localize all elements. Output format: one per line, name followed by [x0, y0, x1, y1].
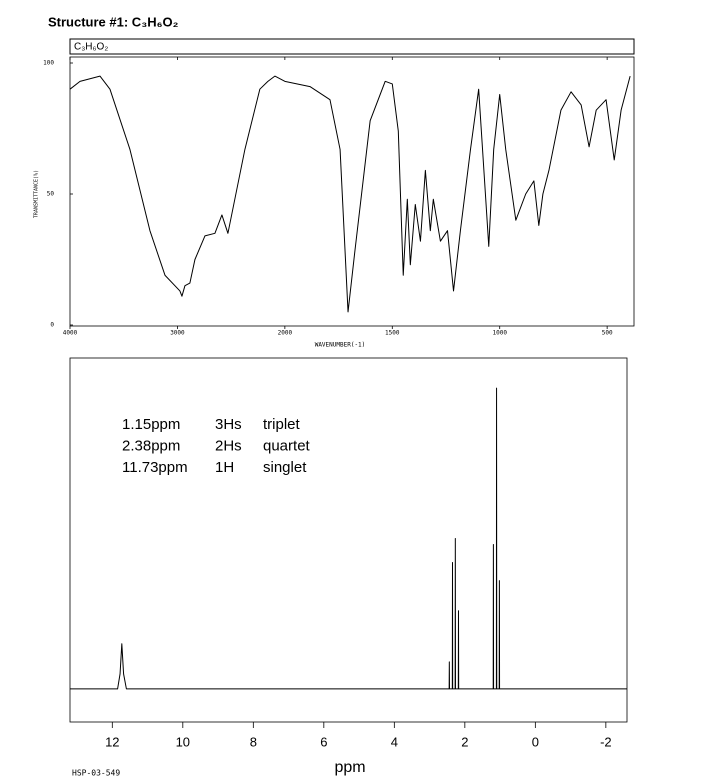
peak-annotation: quartet [263, 437, 311, 454]
peak-annotation: 2Hs [215, 437, 242, 454]
formula: C₃H₆O₂ [74, 42, 108, 53]
x-tick-label: 4000 [63, 330, 78, 337]
x-tick-label: 10 [176, 734, 190, 749]
peak-annotation: singlet [263, 459, 307, 476]
x-tick-label: -2 [600, 734, 612, 749]
y-tick-label: 100 [43, 60, 54, 67]
peak-annotation: 11.73ppm [122, 459, 188, 476]
y-tick-label: 0 [50, 322, 54, 329]
x-tick-label: 0 [532, 734, 539, 749]
spectrum-line [69, 75, 631, 313]
x-tick-label: 8 [250, 734, 257, 749]
page-title: Structure #1: C₃H₆O₂ [48, 14, 179, 29]
x-tick-label: 1500 [385, 330, 400, 337]
formula-box [69, 38, 635, 55]
x-tick-label: 6 [320, 734, 327, 749]
footer: HSP-03-549 [72, 769, 120, 778]
nmr-frame [69, 357, 628, 723]
ir-x-label: WAVENUMBER(-1) [315, 342, 366, 349]
x-tick-label: 500 [602, 330, 613, 337]
peak-annotation: triplet [263, 416, 301, 433]
x-tick-label: 3000 [170, 330, 185, 337]
x-tick-label: 1000 [492, 330, 507, 337]
nmr-x-label: ppm [334, 759, 365, 776]
ir-frame [69, 56, 635, 327]
x-tick-label: 2000 [278, 330, 293, 337]
spectrum-line [70, 387, 627, 690]
peak-annotation: 1.15ppm [122, 416, 180, 433]
ir-y-label: TRANSMITTANCE(%) [34, 170, 40, 218]
peak-annotation: 1H [215, 459, 234, 476]
peak-annotation: 3Hs [215, 416, 242, 433]
x-tick-label: 2 [461, 734, 468, 749]
peak-annotation: 2.38ppm [122, 437, 180, 454]
y-tick-label: 50 [47, 191, 55, 198]
x-tick-label: 4 [391, 734, 398, 749]
x-tick-label: 12 [105, 734, 119, 749]
